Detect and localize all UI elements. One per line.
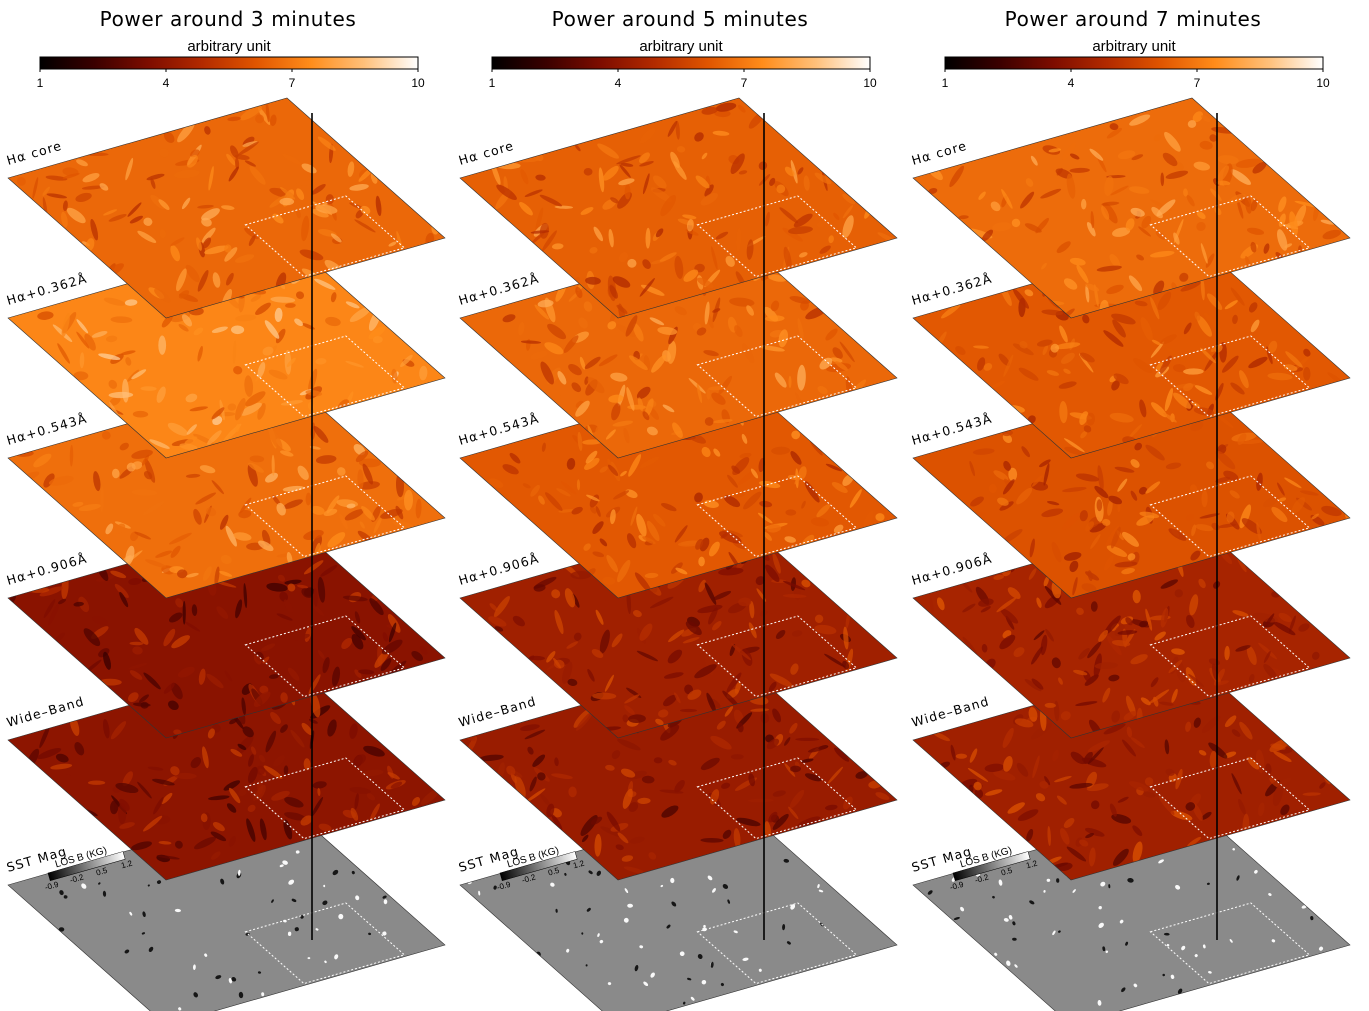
colorbar-tick-label: 7 bbox=[1194, 76, 1201, 90]
mag-colorbar: LOS B (KG)-0.9-0.20.51.2 bbox=[949, 845, 1039, 893]
colorbar-label: arbitrary unit bbox=[639, 38, 723, 55]
panel-map bbox=[913, 98, 1350, 318]
colorbar-tick-label: 4 bbox=[1068, 76, 1075, 90]
mag-colorbar-tick-label: -0.9 bbox=[44, 880, 60, 893]
colorbar-tick-label: 4 bbox=[615, 76, 622, 90]
colorbar-label: arbitrary unit bbox=[187, 38, 271, 55]
colorbar-tick-label: 7 bbox=[741, 76, 748, 90]
colorbar-tick-label: 4 bbox=[163, 76, 170, 90]
panel-texture bbox=[488, 518, 854, 733]
column-2: Power around 5 minutes arbitrary unit 1 4 7 1… bbox=[457, 7, 898, 1011]
colorbar-tick-label: 1 bbox=[942, 76, 949, 90]
panels: Power around 3 minutes arbitrary unit 1 4 7 1… bbox=[5, 7, 1351, 1011]
panel-map bbox=[8, 660, 445, 880]
panel-border bbox=[912, 97, 1351, 319]
layer-panel: Hα core bbox=[5, 97, 446, 319]
layer-panel: Hα+0.906Å bbox=[457, 517, 898, 739]
mag-colorbar-tick-label: 0.5 bbox=[1000, 866, 1014, 878]
colorbar-tick-label: 7 bbox=[289, 76, 296, 90]
panel-texture bbox=[491, 102, 896, 318]
panel-map bbox=[460, 660, 897, 880]
panel-map bbox=[913, 378, 1350, 598]
panel-texture bbox=[16, 101, 439, 309]
mag-colorbar-tick-label: -0.2 bbox=[974, 872, 990, 885]
panel-texture bbox=[502, 239, 867, 451]
mag-colorbar-tick-label: 1.2 bbox=[1025, 858, 1039, 870]
column-title: Power around 3 minutes bbox=[100, 7, 357, 31]
colorbar-tick-label: 1 bbox=[37, 76, 44, 90]
mag-colorbar-tick-label: 1.2 bbox=[120, 858, 134, 870]
mag-colorbar-tick-label: -0.2 bbox=[521, 872, 537, 885]
panel-border bbox=[7, 97, 446, 319]
panel-texture bbox=[969, 379, 1350, 596]
layer-panel: Hα+0.543Å bbox=[910, 377, 1351, 599]
column-title: Power around 5 minutes bbox=[552, 7, 809, 31]
layer-label: Hα core bbox=[5, 138, 64, 168]
colorbar-tick-label: 1 bbox=[489, 76, 496, 90]
colorbar-tick-label: 10 bbox=[863, 76, 877, 90]
mag-colorbar-tick-label: 1.2 bbox=[572, 858, 586, 870]
mag-colorbar-tick-label: -0.9 bbox=[496, 880, 512, 893]
mag-colorbar-tick-label: 0.5 bbox=[95, 866, 109, 878]
colorbar-label: arbitrary unit bbox=[1092, 38, 1176, 55]
colorbar bbox=[491, 56, 871, 70]
layer-panel: Hα core bbox=[457, 97, 898, 319]
colorbar bbox=[944, 56, 1324, 70]
column-title: Power around 7 minutes bbox=[1005, 7, 1262, 31]
column-3: Power around 7 minutes arbitrary unit 1 4 7 1… bbox=[910, 7, 1351, 1011]
panel-map bbox=[460, 238, 897, 458]
layer-label: Hα core bbox=[910, 138, 969, 168]
panel-map bbox=[460, 378, 897, 598]
colorbar-tick-label: 10 bbox=[411, 76, 425, 90]
mag-colorbar-tick-label: 0.5 bbox=[547, 866, 561, 878]
panel-map bbox=[913, 238, 1350, 458]
column-1: Power around 3 minutes arbitrary unit 1 4 7 1… bbox=[5, 7, 446, 1011]
layer-label: Hα core bbox=[457, 138, 516, 168]
mag-colorbar-tick-label: -0.2 bbox=[69, 872, 85, 885]
colorbar bbox=[39, 56, 419, 70]
panel-map bbox=[913, 518, 1350, 738]
colorbar-tick-label: 10 bbox=[1316, 76, 1330, 90]
panel-border bbox=[459, 97, 898, 319]
mag-colorbar-tick-label: -0.9 bbox=[949, 880, 965, 893]
layer-panel: Wide–Band bbox=[457, 659, 898, 881]
panel-texture bbox=[467, 808, 824, 1005]
